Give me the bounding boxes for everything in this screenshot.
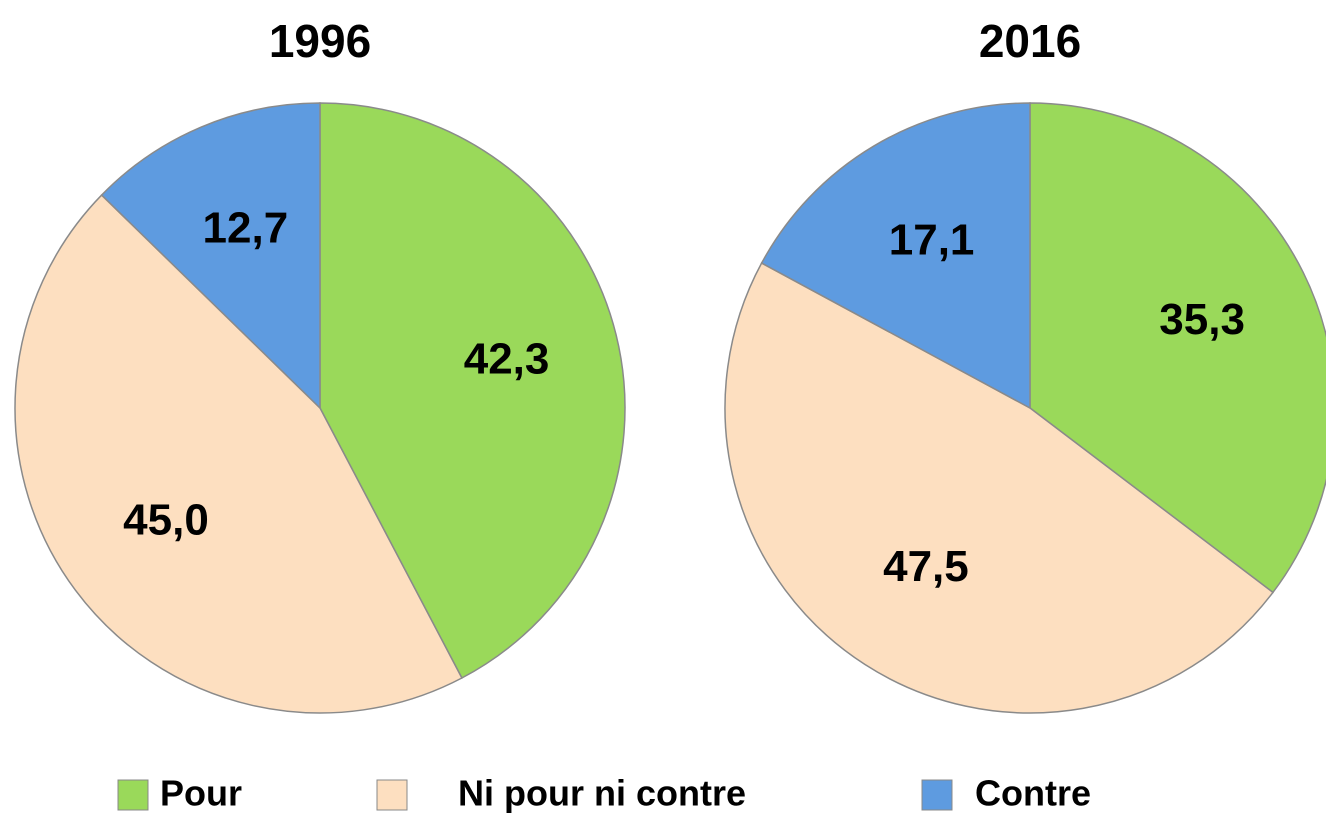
data-label: 35,3 [1159,295,1245,344]
legend-swatch [376,779,408,811]
data-label: 45,0 [123,496,209,545]
pie-slice [14,193,463,714]
pie-slice [1029,102,1326,594]
pie-slice [760,102,1031,410]
legend-label: Contre [975,773,1091,814]
data-label: 12,7 [203,204,289,253]
chart-title: 2016 [979,15,1081,67]
pie-slice [100,102,321,410]
pie-slice [724,262,1274,714]
legend-swatch [921,779,953,811]
chart-title: 1996 [269,15,371,67]
legend-label: Pour [160,773,242,814]
legend-label: Ni pour ni contre [458,773,746,814]
pie-slice [319,102,626,680]
data-label: 17,1 [889,216,975,265]
data-label: 42,3 [464,335,550,384]
legend-swatch [117,779,149,811]
data-label: 47,5 [883,542,969,591]
